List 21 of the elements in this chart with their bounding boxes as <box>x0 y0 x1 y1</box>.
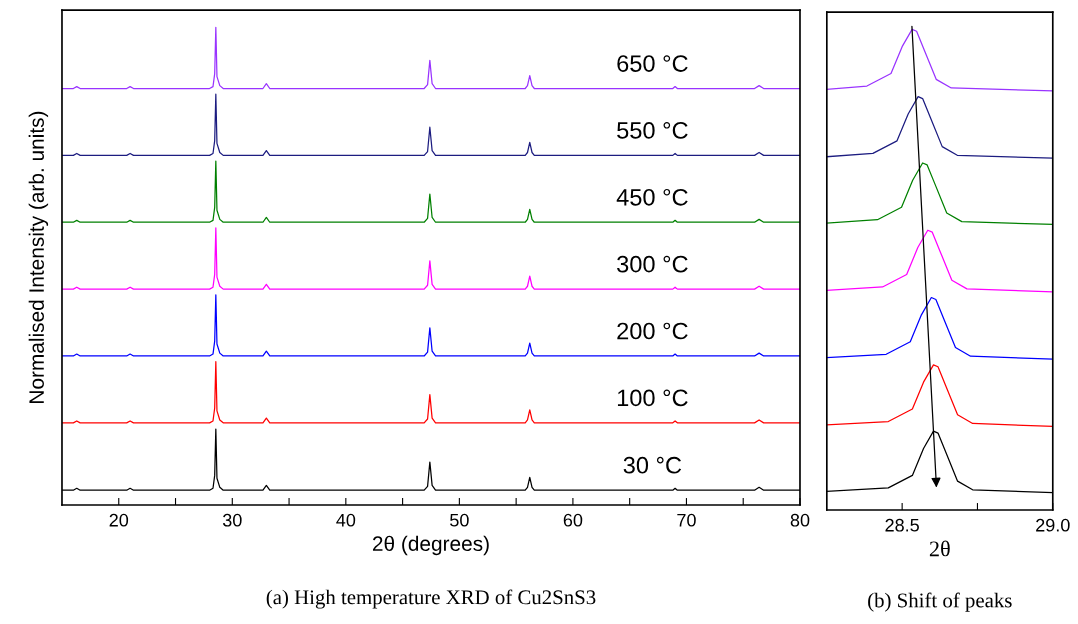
x-axis-title: 2θ <box>929 540 950 557</box>
series-label: 650 °C <box>617 55 688 72</box>
x-tick-label: 40 <box>336 513 356 527</box>
text: (a) High temperature XRD of Cu2SnS3 <box>266 589 596 609</box>
text: (b) Shift of peaks <box>868 592 1012 612</box>
series-label: 550 °C <box>617 122 688 139</box>
x-tick-label: 60 <box>563 513 583 527</box>
x-tick-label: 80 <box>790 513 810 527</box>
x-tick-label: 28.5 <box>885 518 919 532</box>
x-tick-label: 70 <box>677 513 696 527</box>
series-label: 300 °C <box>617 255 688 273</box>
series-label: 450 °C <box>616 188 688 206</box>
x-tick-label: 50 <box>450 513 469 527</box>
series-label: 100 °C <box>617 389 688 407</box>
x-tick-label: 20 <box>109 513 129 527</box>
y-axis-title: Normalised Intensity (arb. units) <box>28 111 49 403</box>
x-tick-label: 30 <box>222 513 242 527</box>
x-tick-label: 29.0 <box>1036 518 1070 532</box>
series-label: 200 °C <box>617 322 688 340</box>
series-label: 30 °C <box>623 456 682 474</box>
x-axis-title: 2θ (degrees) <box>372 535 489 556</box>
